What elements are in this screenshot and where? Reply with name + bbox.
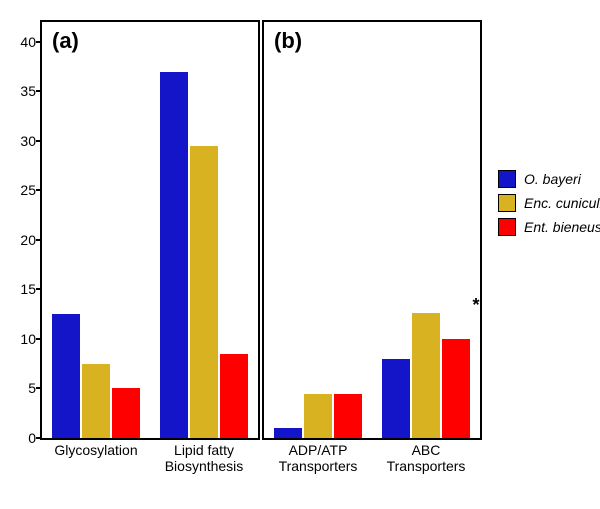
- bar: [304, 394, 332, 438]
- x-category-label: ABCTransporters: [372, 442, 480, 474]
- bar: [112, 388, 140, 438]
- ytick-label: 5: [28, 380, 36, 396]
- legend-swatch: [498, 218, 516, 236]
- bar: [274, 428, 302, 438]
- ytick-mark: [36, 189, 42, 191]
- ytick-label: 40: [20, 34, 36, 50]
- ytick-mark: [36, 239, 42, 241]
- legend-item: O. bayeri: [498, 170, 600, 188]
- ytick-label: 20: [20, 232, 36, 248]
- x-category-label: Lipid fattyBiosynthesis: [150, 442, 258, 474]
- ytick-label: 30: [20, 133, 36, 149]
- ytick-label: 25: [20, 182, 36, 198]
- ytick-mark: [36, 90, 42, 92]
- legend-item: Enc. cuniculi: [498, 194, 600, 212]
- bar: [442, 339, 470, 438]
- legend-label: Ent. bieneusi: [524, 219, 600, 235]
- ytick-label: 35: [20, 83, 36, 99]
- ytick-mark: [36, 288, 42, 290]
- ytick-mark: [36, 140, 42, 142]
- bar: [334, 394, 362, 438]
- legend-item: Ent. bieneusi: [498, 218, 600, 236]
- panel-b-plot: *: [264, 22, 480, 438]
- ytick-mark: [36, 41, 42, 43]
- legend-label: Enc. cuniculi: [524, 195, 600, 211]
- panel-b: (b) * ADP/ATPTransportersABCTransporters: [262, 20, 482, 440]
- ytick-label: 15: [20, 281, 36, 297]
- bar: [52, 314, 80, 438]
- legend-label: O. bayeri: [524, 171, 581, 187]
- bar: [382, 359, 410, 438]
- ytick-mark: [36, 338, 42, 340]
- ytick-label: 0: [28, 430, 36, 446]
- ytick-mark: [36, 387, 42, 389]
- bar: [412, 313, 440, 438]
- x-category-label: Glycosylation: [42, 442, 150, 458]
- bar: [220, 354, 248, 438]
- panel-a-plot: [42, 22, 258, 438]
- bar: [82, 364, 110, 438]
- ytick-label: 10: [20, 331, 36, 347]
- legend: O. bayeri Enc. cuniculi Ent. bieneusi: [498, 170, 600, 242]
- ytick-mark: [36, 437, 42, 439]
- legend-swatch: [498, 170, 516, 188]
- x-category-label: ADP/ATPTransporters: [264, 442, 372, 474]
- legend-swatch: [498, 194, 516, 212]
- bar: [190, 146, 218, 438]
- panel-a: (a) 0510152025303540GlycosylationLipid f…: [40, 20, 260, 440]
- chart-stage: (a) 0510152025303540GlycosylationLipid f…: [0, 0, 600, 509]
- bar: [160, 72, 188, 438]
- annotation-star: *: [472, 295, 479, 316]
